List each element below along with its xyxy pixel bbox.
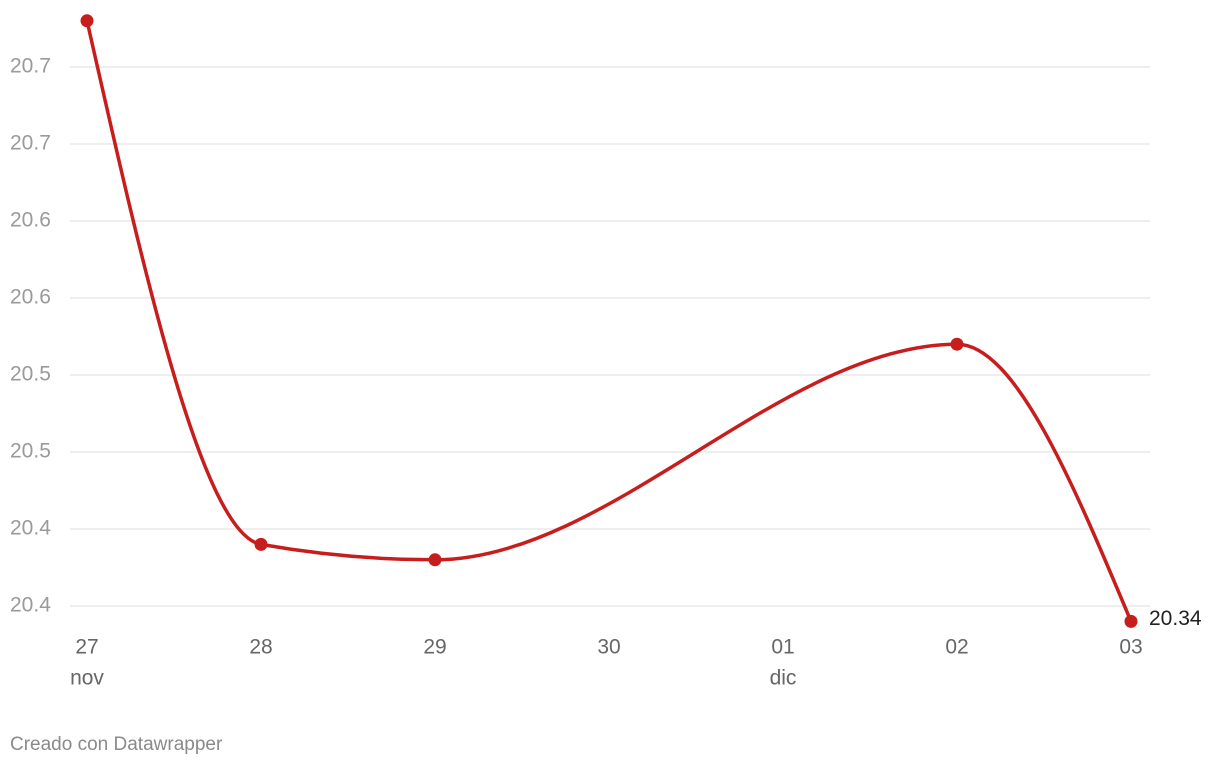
x-tick-label: 27 [75, 636, 98, 659]
y-tick-label: 20.4 [10, 517, 51, 540]
point [254, 537, 268, 551]
line [85, 19, 1133, 624]
x-month-label: dic [770, 667, 797, 690]
x-tick-label: 29 [423, 636, 446, 659]
x-tick-label: 01 [771, 636, 794, 659]
point [1124, 614, 1138, 628]
x-tick-label: 28 [249, 636, 272, 659]
y-tick-label: 20.5 [10, 363, 51, 386]
y-tick-label: 20.5 [10, 440, 51, 463]
y-tick-label: 20.7 [10, 55, 51, 78]
footer: Creado con Datawrapper [10, 734, 223, 755]
x-tick-label: 03 [1119, 636, 1142, 659]
point [80, 14, 94, 28]
point [428, 553, 442, 567]
y-tick-label: 20.7 [10, 132, 51, 155]
y-tick-label: 20.6 [10, 286, 51, 309]
x-tick-label: 30 [597, 636, 620, 659]
y-tick-label: 20.6 [10, 209, 51, 232]
x-month-label: nov [70, 667, 104, 690]
x-tick-label: 02 [945, 636, 968, 659]
y-tick-label: 20.4 [10, 594, 51, 617]
point [950, 337, 964, 351]
value-label: 20.34 [1149, 607, 1202, 630]
